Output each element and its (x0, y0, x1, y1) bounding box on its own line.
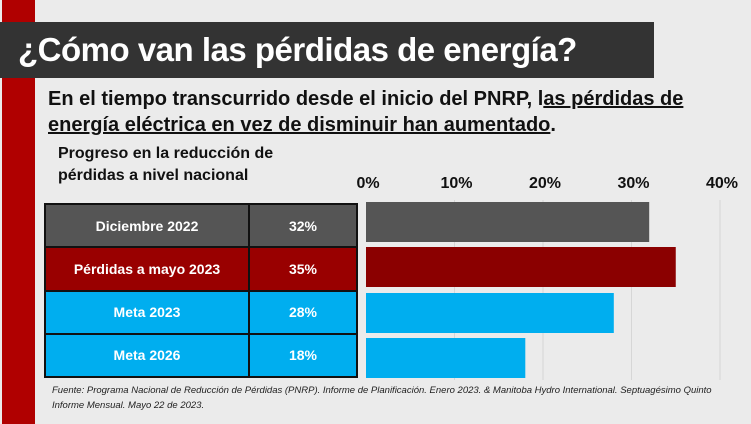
bar (366, 338, 526, 378)
page-title: ¿Cómo van las pérdidas de energía? (0, 22, 654, 78)
subtitle-end: . (550, 114, 556, 136)
source-footnote: Fuente: Programa Nacional de Reducción d… (52, 385, 712, 411)
x-tick-label: 20% (529, 175, 561, 192)
table-row: Pérdidas a mayo 2023 35% (46, 246, 356, 290)
data-table: Diciembre 2022 32% Pérdidas a mayo 2023 35%… (44, 203, 358, 378)
x-tick-label: 0% (356, 175, 379, 192)
bar (366, 293, 614, 333)
category-label: Meta 2023 (46, 291, 250, 333)
subtitle-text: En el tiempo transcurrido desde el inici… (48, 88, 544, 110)
x-tick-label: 10% (440, 175, 472, 192)
chart-title: Progreso en la reducción de pérdidas a n… (58, 145, 274, 184)
value-label: 35% (288, 260, 318, 277)
bar (366, 247, 676, 287)
x-tick-label: 40% (706, 175, 738, 192)
x-tick-label: 30% (617, 175, 649, 192)
category-label: Pérdidas a mayo 2023 (46, 248, 250, 290)
category-label: Diciembre 2022 (46, 205, 250, 247)
subtitle: En el tiempo transcurrido desde el inici… (48, 86, 688, 138)
value-label: 32% (288, 217, 318, 234)
table-row: Meta 2026 18% (46, 332, 356, 376)
subtitle-underlined: as pérdidas de energía eléctrica en vez … (48, 88, 684, 136)
value-label: 18% (288, 347, 318, 364)
value-label: 28% (288, 304, 318, 321)
table-row: Meta 2023 28% (46, 289, 356, 333)
table-row: Diciembre 2022 32% (46, 205, 356, 247)
bar (366, 202, 650, 242)
category-label: Meta 2026 (46, 334, 250, 376)
